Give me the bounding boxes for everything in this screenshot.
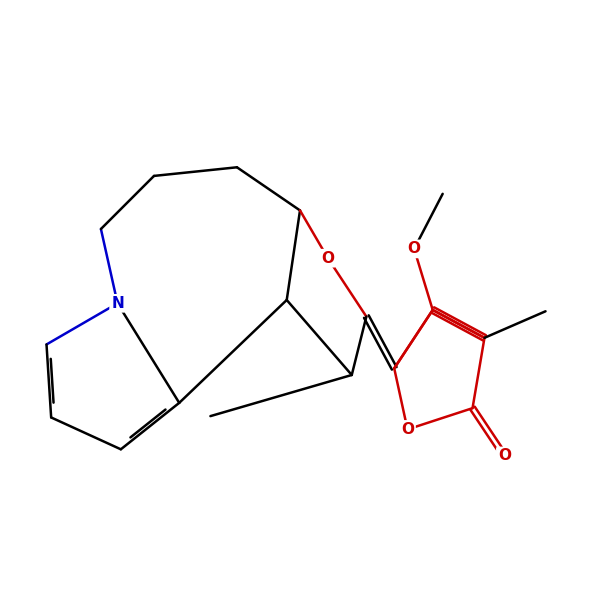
Text: O: O: [322, 251, 334, 266]
Text: O: O: [498, 448, 511, 463]
Text: N: N: [111, 296, 124, 311]
Text: O: O: [407, 241, 421, 256]
Text: O: O: [401, 422, 414, 437]
